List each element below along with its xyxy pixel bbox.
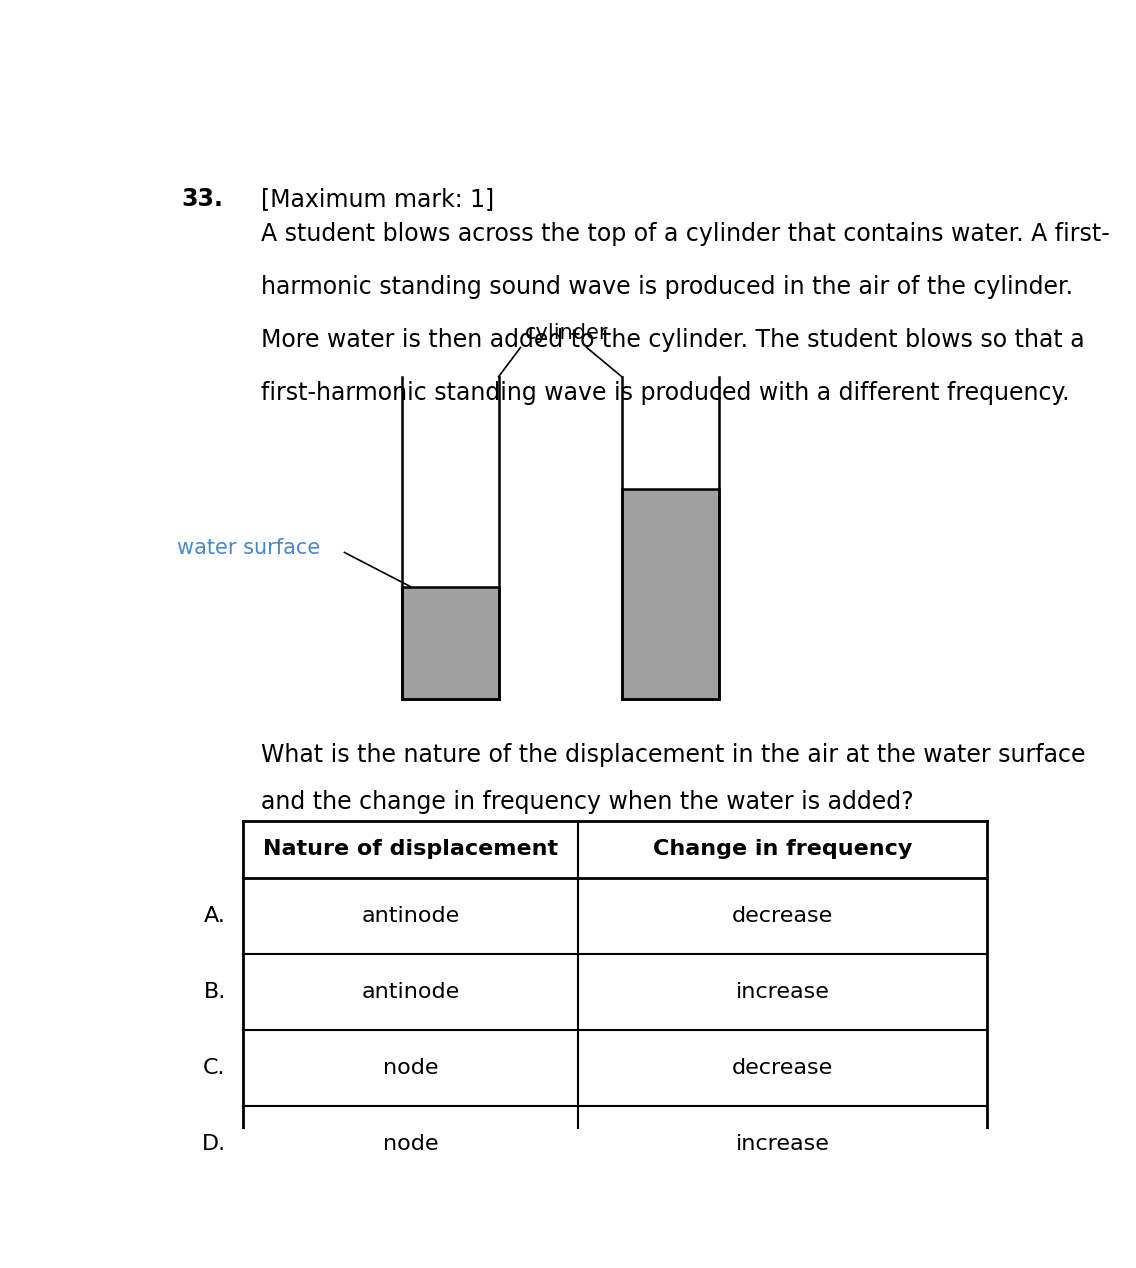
Text: More water is then added to the cylinder. The student blows so that a: More water is then added to the cylinder… xyxy=(261,328,1085,353)
Text: 33.: 33. xyxy=(182,188,224,212)
Text: Nature of displacement: Nature of displacement xyxy=(262,839,558,860)
Text: C.: C. xyxy=(203,1058,226,1078)
Text: decrease: decrease xyxy=(732,1058,833,1078)
Text: first-harmonic standing wave is produced with a different frequency.: first-harmonic standing wave is produced… xyxy=(261,380,1069,404)
Text: harmonic standing sound wave is produced in the air of the cylinder.: harmonic standing sound wave is produced… xyxy=(261,275,1072,299)
Text: [Maximum mark: 1]: [Maximum mark: 1] xyxy=(261,188,494,212)
Text: node: node xyxy=(383,1134,438,1154)
Text: Change in frequency: Change in frequency xyxy=(653,839,912,860)
Text: What is the nature of the displacement in the air at the water surface: What is the nature of the displacement i… xyxy=(261,743,1085,767)
Text: B.: B. xyxy=(203,981,226,1002)
Text: increase: increase xyxy=(735,981,829,1002)
Text: node: node xyxy=(383,1058,438,1078)
Text: A.: A. xyxy=(203,905,226,926)
Text: D.: D. xyxy=(201,1134,226,1154)
Bar xyxy=(402,587,499,699)
Text: decrease: decrease xyxy=(732,905,833,926)
Text: increase: increase xyxy=(735,1134,829,1154)
Text: antinode: antinode xyxy=(361,905,460,926)
Text: cylinder: cylinder xyxy=(525,322,609,342)
Text: A student blows across the top of a cylinder that contains water. A first-: A student blows across the top of a cyli… xyxy=(261,222,1110,246)
Text: antinode: antinode xyxy=(361,981,460,1002)
Text: water surface: water surface xyxy=(177,538,320,558)
Text: and the change in frequency when the water is added?: and the change in frequency when the wat… xyxy=(261,790,913,814)
Bar xyxy=(621,489,719,699)
